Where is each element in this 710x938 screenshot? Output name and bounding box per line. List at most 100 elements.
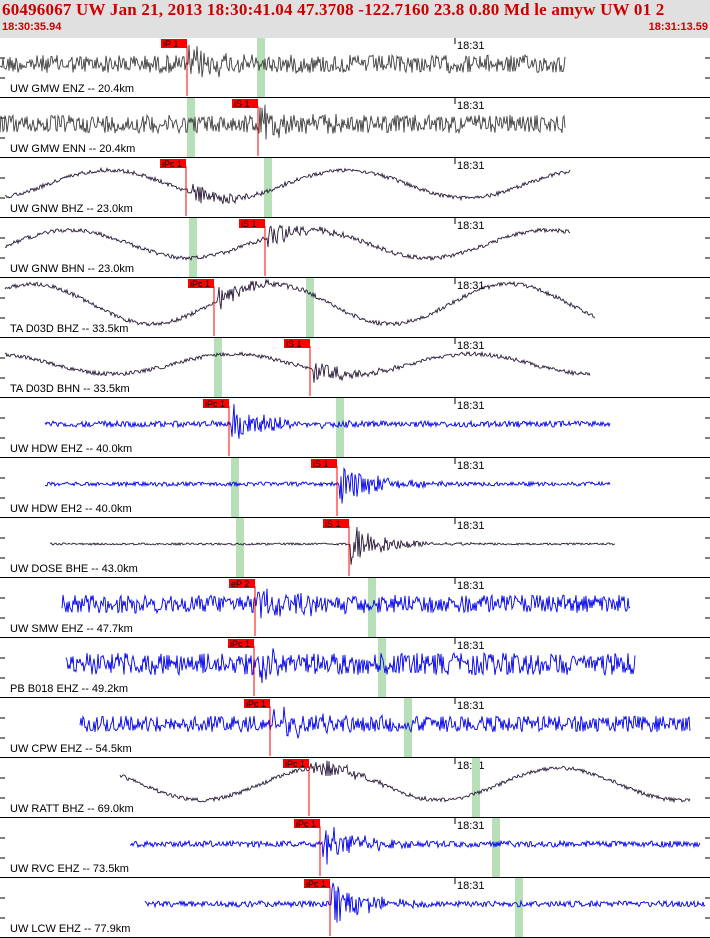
minute-label: 18:31 (457, 580, 485, 592)
pick-flag[interactable] (244, 699, 270, 708)
station-label: PB B018 EHZ -- 49.2km (10, 683, 128, 695)
station-label: UW RVC EHZ -- 73.5km (10, 863, 129, 875)
seismogram-panel[interactable]: 18:31 iP 1 UW GMW ENZ -- 20.4km 18:31 iS 1 UW… (0, 38, 710, 938)
trace-row[interactable]: 18:31 iPc 1 UW GNW BHZ -- 23.0km (0, 158, 710, 218)
pick-flag[interactable] (323, 519, 349, 528)
phase-window (378, 638, 386, 697)
waveform-trace (119, 760, 691, 804)
phase-window (231, 458, 239, 517)
pick-label: iPc 1 (230, 639, 250, 649)
station-label: UW GMW ENZ -- 20.4km (10, 83, 134, 95)
pick-flag[interactable] (239, 219, 265, 228)
waveform-trace (4, 350, 591, 383)
phase-window (336, 398, 344, 457)
pick-flag[interactable] (304, 879, 330, 888)
minute-label: 18:31 (457, 220, 485, 232)
pick-flag[interactable] (283, 759, 309, 768)
phase-window (515, 878, 523, 937)
phase-window (306, 278, 314, 337)
station-label: TA D03D BHN -- 33.5km (10, 383, 130, 395)
waveform-trace (79, 706, 691, 739)
phase-window (404, 698, 412, 757)
pick-flag[interactable] (160, 159, 186, 168)
pick-label: iPc 1 (246, 699, 266, 709)
pick-flag[interactable] (232, 99, 258, 108)
pick-label: iPc 1 (190, 279, 210, 289)
pick-label: iPc 1 (162, 159, 182, 169)
trace-row[interactable]: 18:31 iPc 1 PB B018 EHZ -- 49.2km (0, 638, 710, 698)
waveform-trace (65, 648, 636, 684)
trace-row[interactable]: 18:31 iPc 1 UW HDW EHZ -- 40.0km (0, 398, 710, 458)
waveform-trace (144, 882, 706, 923)
phase-window (264, 158, 272, 217)
station-label: UW CPW EHZ -- 54.5km (10, 743, 132, 755)
pick-flag[interactable] (228, 639, 254, 648)
station-label: UW RATT BHZ -- 69.0km (10, 803, 134, 815)
waveform-trace (49, 527, 616, 565)
start-time: 18:30:35.94 (2, 21, 62, 33)
pick-flag[interactable] (203, 399, 229, 408)
waveform-trace (44, 466, 611, 504)
pick-flag[interactable] (188, 279, 214, 288)
trace-row[interactable]: 18:31 iPc 1 UW RVC EHZ -- 73.5km (0, 818, 710, 878)
station-label: UW GNW BHZ -- 23.0km (10, 203, 133, 215)
minute-label: 18:31 (457, 820, 485, 832)
waveform-trace (61, 588, 631, 619)
phase-window (187, 98, 195, 157)
minute-label: 18:31 (457, 520, 485, 532)
waveform-trace (129, 827, 701, 865)
minute-label: 18:31 (457, 400, 485, 412)
trace-row[interactable]: 18:31 iS 1 UW DOSE BHE -- 43.0km (0, 518, 710, 578)
pick-flag[interactable] (284, 339, 310, 348)
pick-label: iPc 1 (285, 759, 305, 769)
minute-label: 18:31 (457, 280, 485, 292)
pick-label: iS 1 (313, 459, 329, 469)
trace-row[interactable]: 18:31 iP 1 UW GMW ENZ -- 20.4km (0, 38, 710, 98)
pick-label: iPc 1 (205, 399, 225, 409)
phase-window (472, 758, 480, 817)
minute-label: 18:31 (457, 880, 485, 892)
minute-label: 18:31 (457, 640, 485, 652)
waveform-trace (4, 224, 571, 262)
station-label: TA D03D BHZ -- 33.5km (10, 323, 128, 335)
station-label: UW GNW BHN -- 23.0km (10, 263, 134, 275)
trace-row[interactable]: 18:31 eP 2 UW SMW EHZ -- 47.7km (0, 578, 710, 638)
waveform-trace (0, 44, 566, 78)
pick-label: iS 1 (234, 99, 250, 109)
trace-row[interactable]: 18:31 iPc 1 UW CPW EHZ -- 54.5km (0, 698, 710, 758)
trace-row[interactable]: 18:31 iS 1 UW GMW ENN -- 20.4km (0, 98, 710, 158)
trace-row[interactable]: 18:31 iPc 1 UW LCW EHZ -- 77.9km (0, 878, 710, 938)
minute-label: 18:31 (457, 100, 485, 112)
trace-row[interactable]: 18:31 iPc 1 UW RATT BHZ -- 69.0km (0, 758, 710, 818)
pick-label: iS 1 (286, 339, 302, 349)
end-time: 18:31:13.59 (648, 21, 708, 33)
phase-window (492, 818, 500, 877)
station-label: UW HDW EH2 -- 40.0km (10, 503, 132, 515)
station-label: UW HDW EHZ -- 40.0km (10, 443, 132, 455)
pick-flag[interactable] (311, 459, 337, 468)
minute-label: 18:31 (457, 340, 485, 352)
pick-label: iPc 1 (306, 879, 326, 889)
waveform-trace (4, 166, 571, 205)
phase-window (257, 38, 265, 97)
station-label: UW GMW ENN -- 20.4km (10, 143, 135, 155)
waveform-trace (4, 278, 596, 327)
trace-row[interactable]: 18:31 iS 1 UW HDW EH2 -- 40.0km (0, 458, 710, 518)
trace-row[interactable]: 18:31 iS 1 TA D03D BHN -- 33.5km (0, 338, 710, 398)
minute-label: 18:31 (457, 700, 485, 712)
minute-label: 18:31 (457, 760, 485, 772)
header-bar: 60496067 UW Jan 21, 2013 18:30:41.04 47.… (0, 0, 710, 38)
pick-label: iS 1 (241, 219, 257, 229)
pick-flag[interactable] (229, 579, 255, 588)
phase-window (236, 518, 244, 577)
pick-flag[interactable] (294, 819, 320, 828)
trace-row[interactable]: 18:31 iPc 1 TA D03D BHZ -- 33.5km (0, 278, 710, 338)
pick-flag[interactable] (161, 39, 187, 48)
station-label: UW SMW EHZ -- 47.7km (10, 623, 133, 635)
trace-row[interactable]: 18:31 iS 1 UW GNW BHN -- 23.0km (0, 218, 710, 278)
minute-label: 18:31 (457, 460, 485, 472)
station-label: UW DOSE BHE -- 43.0km (10, 563, 138, 575)
minute-label: 18:31 (457, 40, 485, 52)
waveform-trace (0, 104, 566, 140)
station-label: UW LCW EHZ -- 77.9km (10, 923, 130, 935)
